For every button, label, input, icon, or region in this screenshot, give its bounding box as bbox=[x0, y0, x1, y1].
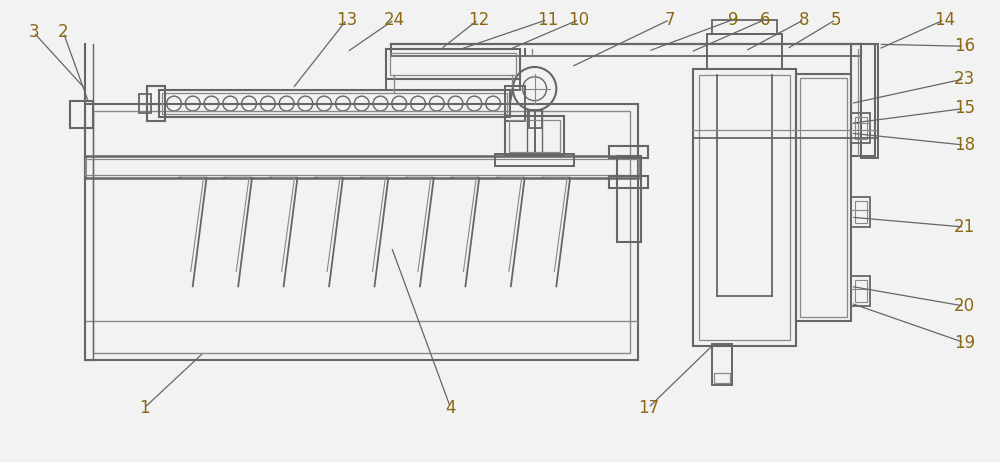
Bar bbox=[851, 114, 870, 143]
Text: 20: 20 bbox=[954, 297, 975, 315]
Bar bbox=[505, 116, 564, 156]
Bar bbox=[139, 94, 151, 114]
Bar bbox=[855, 201, 867, 223]
Text: 17: 17 bbox=[638, 399, 659, 417]
Bar bbox=[162, 93, 507, 115]
Text: 23: 23 bbox=[954, 70, 975, 88]
Bar bbox=[495, 154, 574, 166]
Bar bbox=[699, 75, 790, 340]
Bar bbox=[147, 86, 165, 122]
Text: 3: 3 bbox=[28, 24, 39, 42]
Bar bbox=[386, 49, 520, 79]
Bar bbox=[509, 120, 560, 152]
Text: 16: 16 bbox=[954, 37, 975, 55]
Text: 12: 12 bbox=[468, 11, 489, 29]
Text: 4: 4 bbox=[445, 399, 456, 417]
Bar bbox=[85, 156, 638, 178]
Text: 19: 19 bbox=[954, 334, 975, 352]
Bar bbox=[159, 90, 510, 117]
Text: 18: 18 bbox=[954, 136, 975, 154]
Bar bbox=[505, 86, 525, 122]
Text: 2: 2 bbox=[58, 24, 69, 42]
Bar bbox=[800, 78, 847, 317]
Text: 10: 10 bbox=[568, 11, 590, 29]
Bar bbox=[85, 103, 638, 360]
Bar bbox=[714, 373, 730, 383]
Bar bbox=[861, 44, 878, 158]
Bar bbox=[693, 69, 796, 346]
Text: 13: 13 bbox=[336, 11, 357, 29]
Bar bbox=[617, 156, 641, 242]
Bar bbox=[855, 117, 867, 139]
Bar bbox=[93, 111, 630, 353]
Bar bbox=[707, 34, 782, 69]
Bar bbox=[796, 74, 851, 321]
Bar bbox=[390, 53, 516, 75]
Bar bbox=[855, 280, 867, 302]
Bar bbox=[851, 197, 870, 227]
Text: 11: 11 bbox=[537, 11, 558, 29]
Bar bbox=[851, 44, 875, 156]
Text: 24: 24 bbox=[384, 11, 405, 29]
Text: 5: 5 bbox=[831, 11, 841, 29]
Bar bbox=[529, 110, 542, 128]
Text: 15: 15 bbox=[954, 99, 975, 117]
Text: 21: 21 bbox=[954, 218, 975, 236]
Text: 1: 1 bbox=[139, 399, 150, 417]
Text: 14: 14 bbox=[934, 11, 955, 29]
Bar bbox=[609, 176, 648, 188]
Bar bbox=[70, 101, 93, 128]
Bar bbox=[85, 159, 638, 175]
Text: 7: 7 bbox=[665, 11, 675, 29]
Text: 9: 9 bbox=[728, 11, 738, 29]
Bar bbox=[609, 146, 648, 158]
Bar bbox=[712, 19, 777, 34]
Bar bbox=[851, 276, 870, 306]
Text: 6: 6 bbox=[760, 11, 770, 29]
Bar bbox=[712, 344, 732, 385]
Text: 8: 8 bbox=[799, 11, 810, 29]
